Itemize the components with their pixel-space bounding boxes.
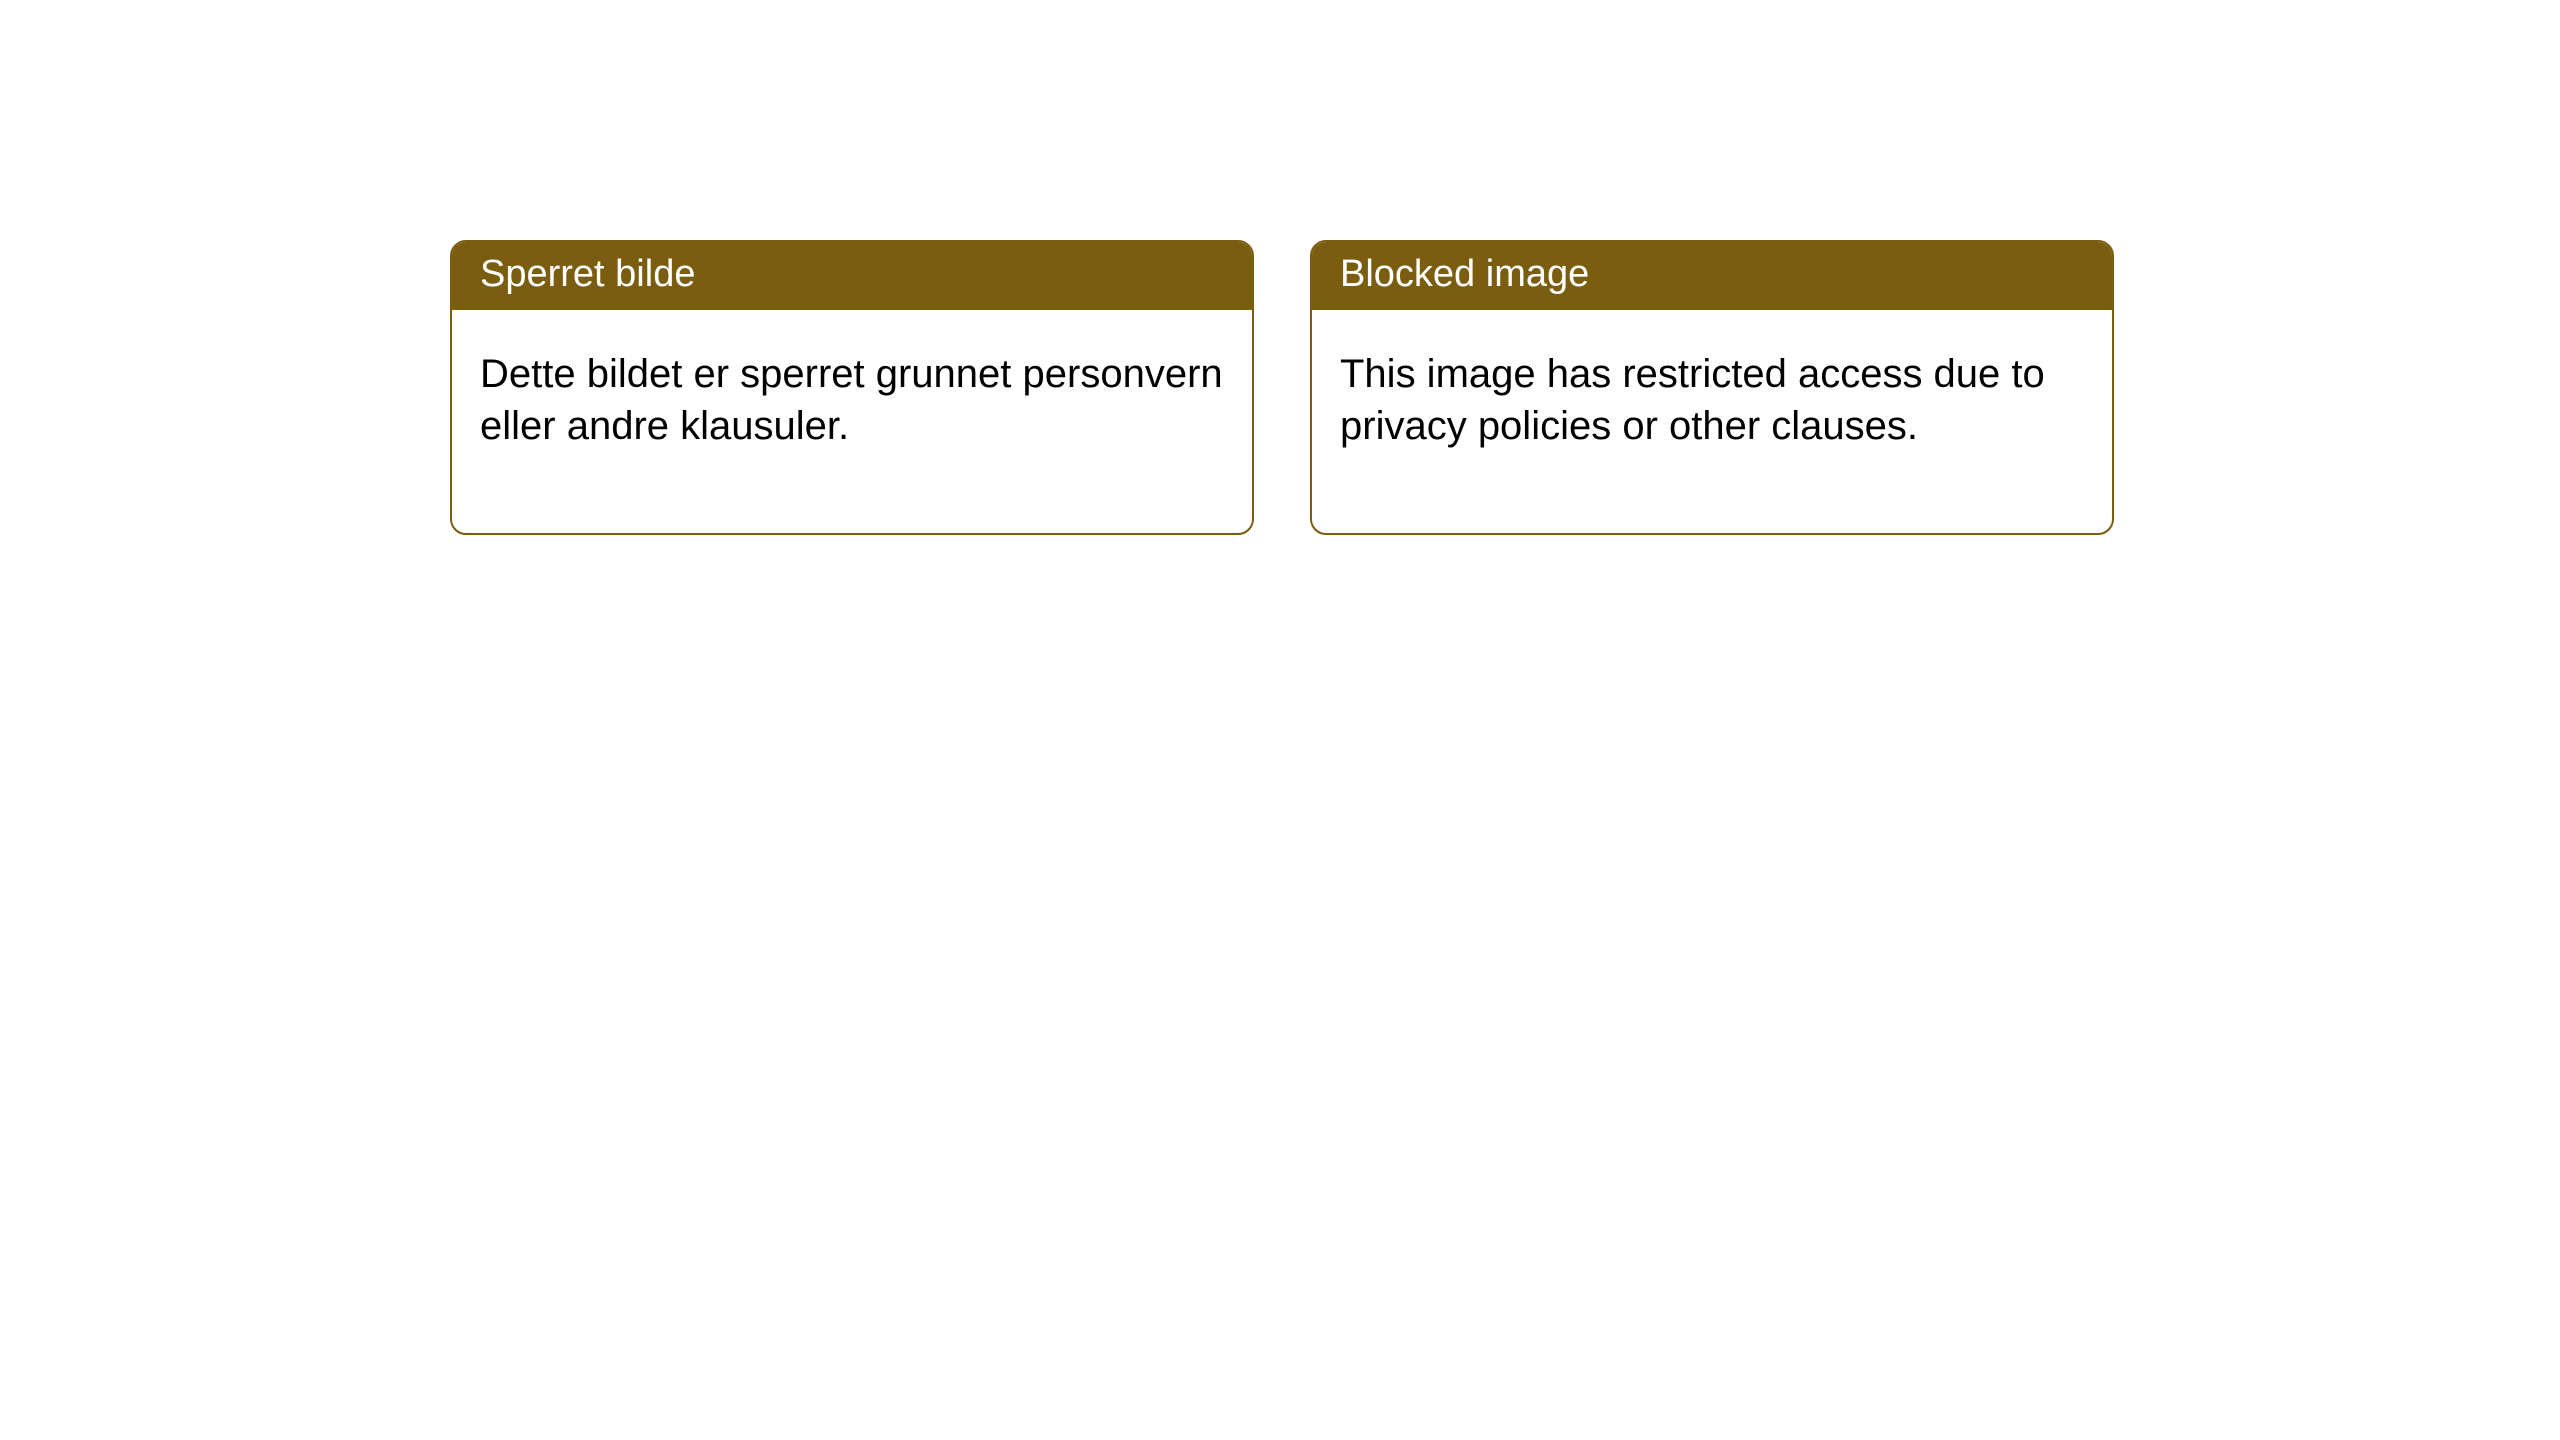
- notice-container: Sperret bilde Dette bildet er sperret gr…: [0, 0, 2560, 535]
- notice-card-norwegian: Sperret bilde Dette bildet er sperret gr…: [450, 240, 1254, 535]
- notice-card-english: Blocked image This image has restricted …: [1310, 240, 2114, 535]
- notice-header: Blocked image: [1312, 242, 2112, 310]
- notice-body: Dette bildet er sperret grunnet personve…: [452, 310, 1252, 534]
- notice-header: Sperret bilde: [452, 242, 1252, 310]
- notice-body: This image has restricted access due to …: [1312, 310, 2112, 534]
